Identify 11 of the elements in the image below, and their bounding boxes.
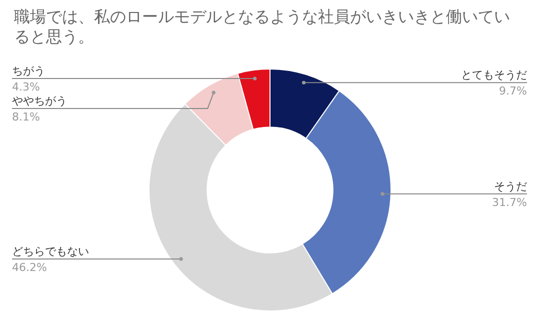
slice-label: ややちがう xyxy=(12,94,67,108)
title: 職場では、私のロールモデルとなるような社員がいきいきと働いていると思う。 xyxy=(14,7,510,46)
slice-label: どちらでもない xyxy=(12,244,89,258)
slice-label: とてもそうだ xyxy=(461,68,527,82)
data-label: 4.3% xyxy=(12,80,40,94)
data-label: 9.7% xyxy=(499,84,527,98)
slice-label: そうだ xyxy=(494,180,527,193)
slice-label: ちがう xyxy=(12,64,45,78)
data-label: 8.1% xyxy=(12,110,40,124)
data-label: 31.7% xyxy=(492,196,527,209)
data-label: 46.2% xyxy=(12,260,47,274)
